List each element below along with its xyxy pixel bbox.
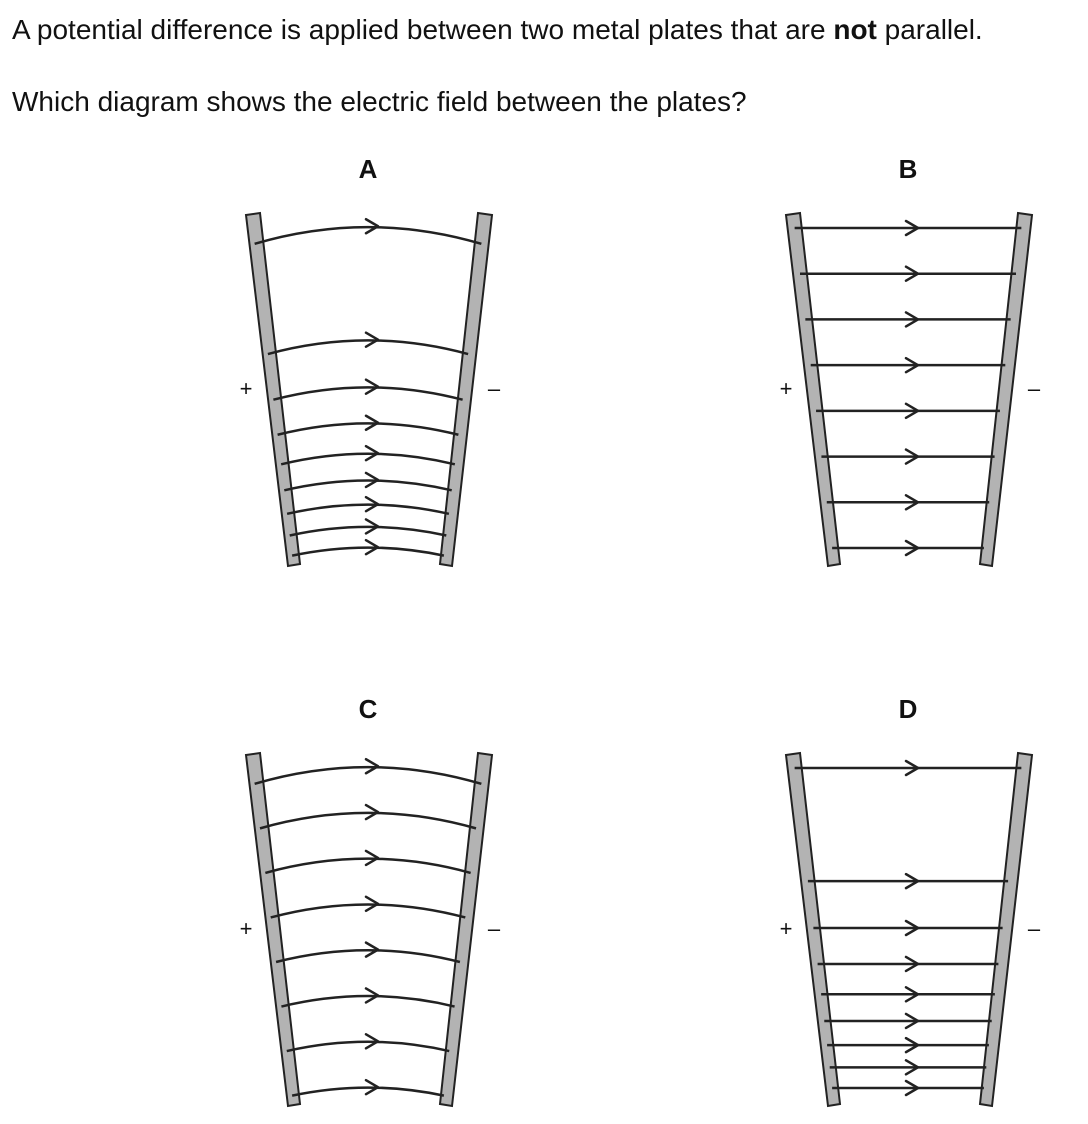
field-line [286, 503, 450, 516]
field-line [291, 546, 445, 557]
negative-plate-label: – [1028, 376, 1041, 401]
arrow-head [904, 1012, 920, 1030]
arrow-head [364, 1033, 380, 1050]
field-line [291, 1086, 445, 1097]
field-line [275, 948, 461, 964]
arrow-head [904, 1079, 920, 1097]
arrow-head [904, 265, 920, 282]
field-lines [254, 217, 482, 557]
arrow-head [364, 1078, 380, 1096]
option-letter: D [899, 694, 918, 724]
field-line [254, 225, 482, 246]
field-line [283, 479, 453, 492]
option-b-panel[interactable]: B + – [780, 154, 1041, 568]
field-line [265, 857, 471, 875]
field-lines [254, 757, 482, 1097]
positive-plate-label: + [240, 916, 253, 941]
positive-plate-label: + [780, 916, 793, 941]
arrow-head [364, 331, 380, 348]
field-line [281, 994, 455, 1008]
positive-plate [244, 211, 302, 568]
arrow-head [364, 378, 380, 395]
arrow-head [904, 448, 920, 465]
field-lines [794, 759, 1022, 1097]
arrow-head [364, 444, 380, 462]
negative-plate-label: – [488, 376, 501, 401]
arrow-head [364, 217, 380, 235]
arrow-head [364, 471, 380, 489]
arrow-head [904, 356, 920, 374]
positive-plate-label: + [240, 376, 253, 401]
arrow-head [904, 986, 920, 1003]
arrow-head [364, 941, 380, 958]
arrow-head [364, 414, 380, 432]
question-text-start: A potential difference is applied betwee… [12, 14, 834, 45]
arrow-head [364, 849, 380, 867]
arrow-head [904, 759, 920, 777]
arrow-head [904, 872, 920, 890]
question-emphasis: not [833, 14, 877, 45]
positive-plate [244, 751, 302, 1108]
field-line [259, 811, 477, 830]
negative-plate [438, 211, 494, 568]
positive-plate [784, 751, 842, 1108]
negative-plate [978, 211, 1034, 568]
arrow-head [904, 311, 920, 328]
field-line [254, 765, 482, 786]
arrow-head [904, 919, 920, 937]
field-line [267, 339, 469, 356]
field-line [273, 386, 463, 401]
arrow-head [904, 494, 920, 511]
negative-plate-label: – [488, 916, 501, 941]
arrow-head [364, 495, 380, 513]
option-d-panel[interactable]: D + – [780, 694, 1041, 1108]
question-text-end: parallel. [876, 14, 983, 45]
option-letter: B [899, 154, 918, 184]
positive-plate [784, 211, 842, 568]
question-line-1: A potential difference is applied betwee… [12, 16, 983, 44]
field-lines [794, 219, 1022, 557]
option-letter: C [359, 694, 378, 724]
arrow-head [904, 1036, 920, 1054]
field-line [289, 525, 447, 537]
arrow-head [364, 518, 380, 535]
arrow-head [364, 538, 380, 556]
arrow-head [904, 539, 920, 557]
negative-plate-label: – [1028, 916, 1041, 941]
arrow-head [364, 895, 380, 913]
field-line [280, 452, 456, 466]
field-line [270, 903, 466, 919]
positive-plate-label: + [780, 376, 793, 401]
negative-plate [438, 751, 494, 1108]
option-a-panel[interactable]: A + – [240, 154, 501, 568]
arrow-head [904, 1059, 920, 1076]
arrow-head [904, 219, 920, 237]
arrow-head [364, 987, 380, 1004]
arrow-head [364, 803, 380, 821]
negative-plate [978, 751, 1034, 1108]
arrow-head [904, 955, 920, 973]
option-c-panel[interactable]: C + – [240, 694, 501, 1108]
question-line-2: Which diagram shows the electric field b… [12, 86, 747, 117]
option-letter: A [359, 154, 378, 184]
field-line [277, 422, 459, 436]
field-line [286, 1040, 450, 1053]
arrow-head [364, 757, 380, 775]
arrow-head [904, 402, 920, 420]
